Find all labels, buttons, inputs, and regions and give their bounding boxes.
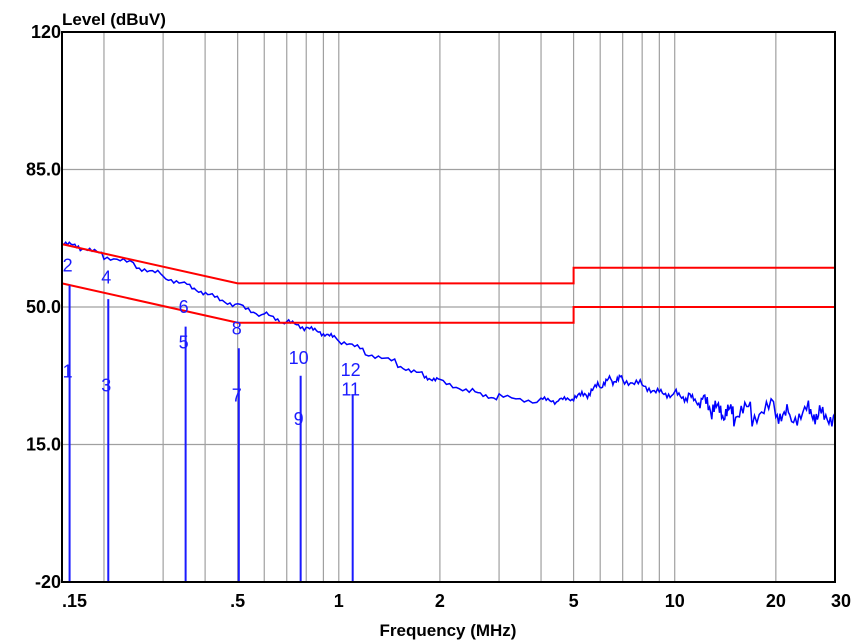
x-tick-label: .15 [62,591,87,611]
x-tick-label: 5 [569,591,579,611]
marker-label: 12 [341,360,361,380]
series-layer [61,240,836,427]
upper-limit-line [61,243,835,285]
x-tick-label: .5 [230,591,245,611]
x-axis-title: Frequency (MHz) [380,621,517,640]
x-tick-label: 10 [665,591,685,611]
marker-label: 9 [294,409,304,429]
y-tick-label: 120 [31,22,61,42]
x-tick-label: 1 [334,591,344,611]
y-tick-label: 85.0 [26,160,61,180]
marker-label: 1 [63,362,73,382]
y-tick-label: 15.0 [26,435,61,455]
measurement-trace [61,240,836,427]
marker-label: 10 [289,348,309,368]
marker-label: 7 [232,385,242,405]
lower-limit-line [61,282,835,324]
x-tick-label: 20 [766,591,786,611]
x-tick-label: 30 [831,591,851,611]
marker-label: 4 [101,267,111,287]
marker-label: 3 [101,375,111,395]
y-tick-label: -20 [35,572,61,592]
marker-label: 2 [63,256,73,276]
plot-frame [61,31,836,583]
y-axis-title: Level (dBuV) [62,10,166,29]
marker-label: 8 [232,319,242,339]
y-tick-label: 50.0 [26,297,61,317]
marker-label: 5 [179,332,189,352]
marker-label: 6 [179,297,189,317]
marker-label: 11 [341,379,360,399]
x-tick-label: 2 [435,591,445,611]
